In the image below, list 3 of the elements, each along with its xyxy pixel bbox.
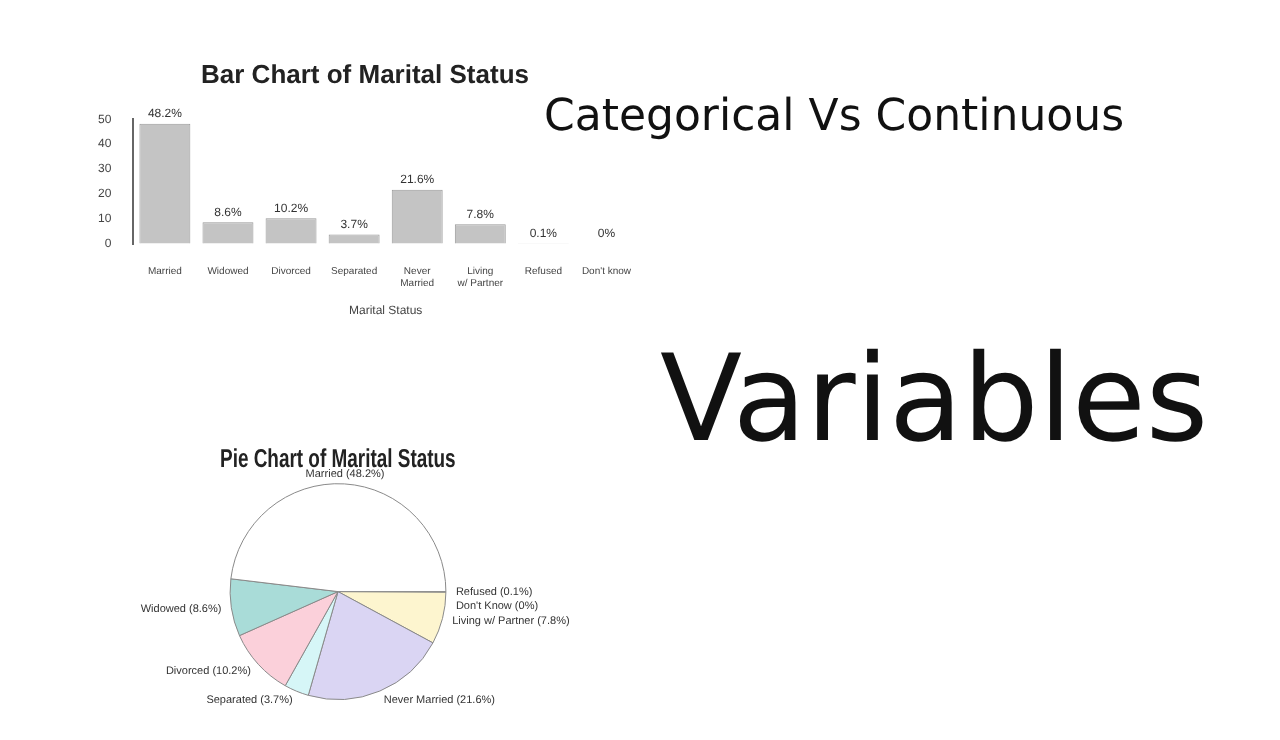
- text: Categorical Vs Continuous: [544, 92, 1125, 142]
- text: Variables: [660, 330, 1209, 470]
- chart-title: Bar Chart of Marital Status: [201, 58, 529, 89]
